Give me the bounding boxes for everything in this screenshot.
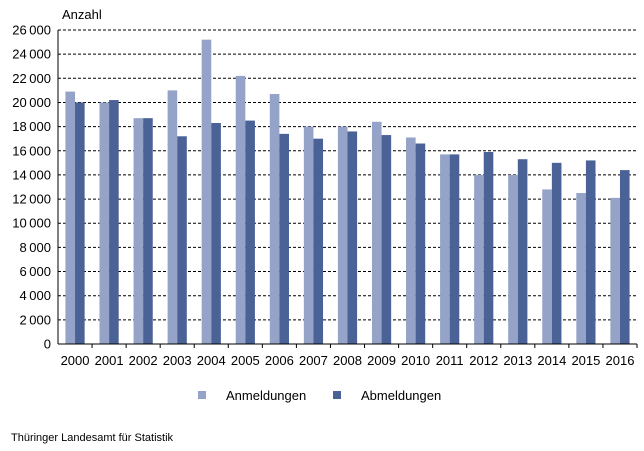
y-tick-label: 16 000	[12, 143, 51, 158]
bar-abmeldungen-2004	[211, 122, 221, 344]
bar-anmeldungen-2005	[235, 75, 246, 345]
y-axis-label: Anzahl	[62, 7, 102, 22]
y-tick-label: 26 000	[12, 23, 51, 38]
x-tick-label: 2005	[231, 353, 260, 368]
legend-swatch-anmeldungen	[198, 391, 206, 399]
x-tick-label: 2008	[333, 353, 362, 368]
legend-label-anmeldungen: Anmeldungen	[226, 388, 306, 403]
source-note: Thüringer Landesamt für Statistik	[11, 432, 174, 444]
bar-abmeldungen-2012	[483, 151, 494, 344]
gridlines	[58, 29, 637, 321]
bar-abmeldungen-2003	[177, 136, 187, 344]
bar-abmeldungen-2001	[109, 100, 119, 345]
bar-anmeldungen-2011	[440, 154, 450, 344]
bar-anmeldungen-2015	[576, 193, 586, 344]
x-tick-label: 2006	[265, 353, 294, 368]
x-tick-labels: 2000 2001 2002 2003 2004 2005 2006 2007 2008 2009…	[61, 353, 635, 368]
x-tick-label: 2000	[61, 353, 90, 368]
bar-anmeldungen-2008	[337, 126, 348, 344]
bar-abmeldungen-2006	[279, 133, 289, 344]
x-tick-label: 2003	[163, 353, 192, 368]
y-tick-label: 2 000	[19, 312, 51, 327]
bar-abmeldungen-2011	[449, 154, 460, 344]
x-tick-label: 2016	[606, 353, 635, 368]
bar-abmeldungen-2008	[347, 131, 358, 344]
x-tick-label: 2012	[469, 353, 498, 368]
y-tick-label: 18 000	[12, 119, 51, 134]
bar-anmeldungen-2006	[269, 94, 280, 344]
x-tick-label: 2004	[197, 353, 226, 368]
bar-anmeldungen-2012	[474, 174, 484, 344]
y-tick-label: 22 000	[12, 71, 51, 86]
bar-anmeldungen-2002	[133, 118, 144, 345]
bar-abmeldungen-2010	[415, 143, 426, 344]
legend: Anmeldungen Abmeldungen	[198, 388, 441, 403]
bar-anmeldungen-2010	[406, 137, 416, 344]
bar-abmeldungen-2014	[551, 162, 562, 344]
bar-anmeldungen-2009	[371, 121, 382, 345]
x-tick-label: 2010	[401, 353, 430, 368]
y-tick-label: 0	[44, 337, 51, 352]
y-tick-label: 14 000	[12, 167, 51, 182]
x-tick-label: 2015	[571, 353, 600, 368]
bar-abmeldungen-2016	[619, 170, 630, 344]
bar-anmeldungen-2000	[65, 91, 76, 344]
y-tick-label: 12 000	[12, 192, 51, 207]
bar-anmeldungen-2016	[610, 197, 620, 344]
y-tick-label: 20 000	[12, 95, 51, 110]
x-tick-label: 2001	[95, 353, 124, 368]
bar-anmeldungen-2001	[99, 102, 110, 344]
legend-swatch-abmeldungen	[333, 391, 341, 399]
y-tick-label: 24 000	[12, 47, 51, 62]
bar-anmeldungen-2004	[201, 39, 212, 345]
bar-anmeldungen-2003	[167, 90, 178, 344]
x-tick-label: 2007	[299, 353, 328, 368]
bar-abmeldungen-2007	[313, 138, 324, 344]
bar-abmeldungen-2000	[75, 102, 85, 344]
axes	[57, 30, 638, 348]
bar-anmeldungen-2014	[542, 189, 552, 344]
legend-label-abmeldungen: Abmeldungen	[361, 388, 441, 403]
x-tick-label: 2009	[367, 353, 396, 368]
x-tick-label: 2011	[436, 353, 464, 368]
bars	[65, 39, 630, 345]
bar-abmeldungen-2013	[517, 159, 528, 344]
x-tick-label: 2014	[537, 353, 566, 368]
bar-abmeldungen-2005	[245, 120, 255, 344]
bar-anmeldungen-2007	[303, 126, 314, 344]
y-tick-label: 4 000	[19, 288, 51, 303]
y-tick-labels: 0 2 000 4 000 6 000 8 000 10 000 12 000 14 000 1…	[12, 23, 51, 352]
x-tick-label: 2002	[129, 353, 158, 368]
y-tick-label: 8 000	[19, 240, 51, 255]
bar-abmeldungen-2002	[143, 118, 153, 345]
bar-abmeldungen-2015	[585, 160, 596, 344]
x-tick-label: 2013	[503, 353, 532, 368]
bar-abmeldungen-2009	[381, 135, 392, 344]
y-tick-label: 6 000	[19, 264, 51, 279]
y-tick-label: 10 000	[12, 216, 51, 231]
bar-anmeldungen-2013	[508, 174, 518, 344]
